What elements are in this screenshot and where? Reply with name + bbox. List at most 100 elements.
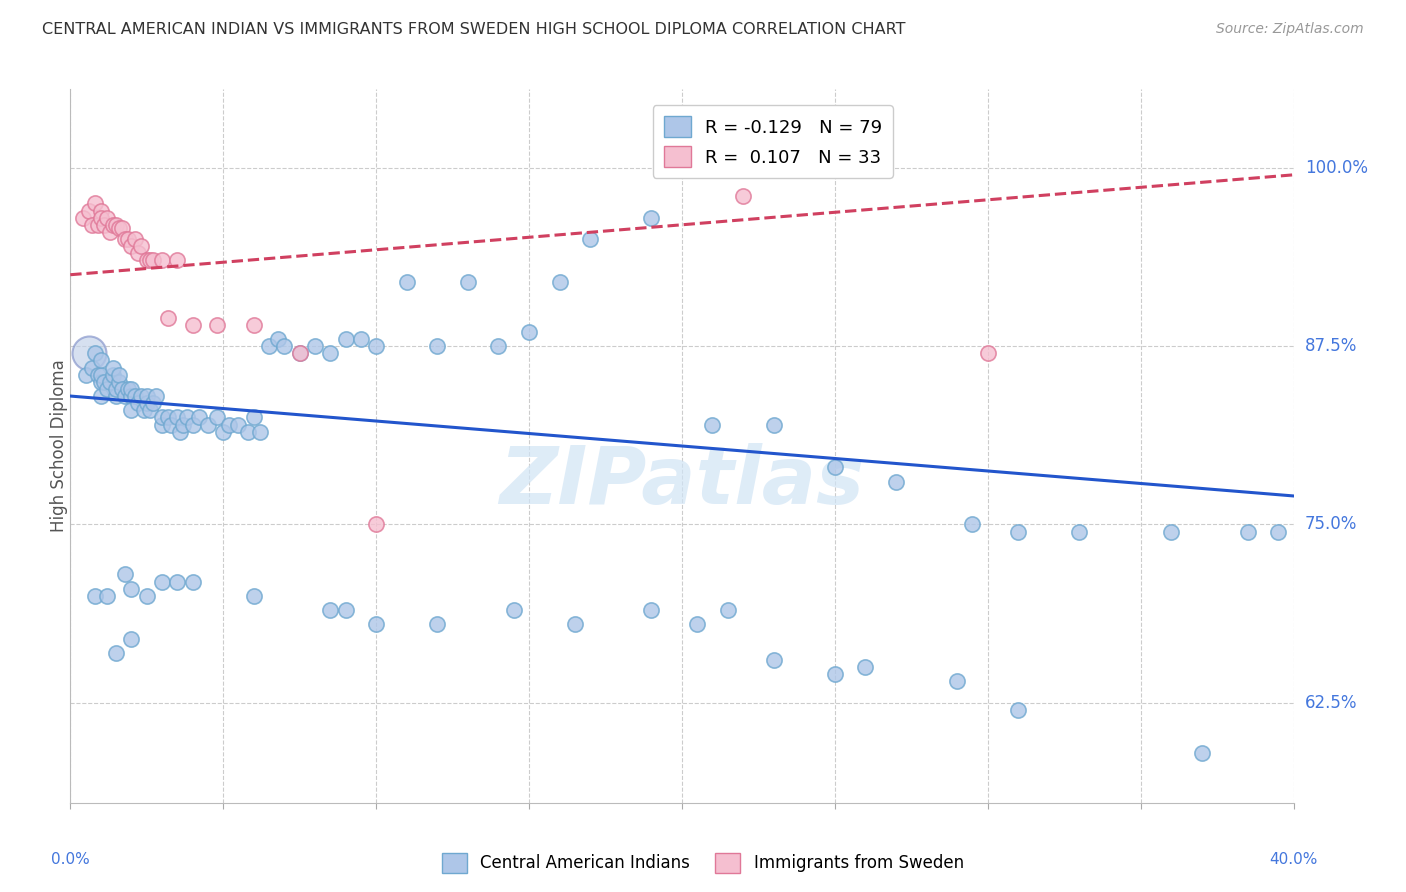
Point — [205, 410, 228, 425]
Text: 100.0%: 100.0% — [1305, 159, 1368, 177]
Point — [145, 389, 167, 403]
Point — [548, 275, 571, 289]
Point — [90, 211, 112, 225]
Point — [733, 189, 755, 203]
Point — [366, 617, 388, 632]
Point — [1007, 524, 1029, 539]
Y-axis label: High School Diploma: High School Diploma — [51, 359, 67, 533]
Point — [564, 617, 586, 632]
Point — [157, 410, 180, 425]
Point — [135, 396, 157, 410]
Point — [243, 318, 266, 332]
Point — [87, 218, 110, 232]
Text: 87.5%: 87.5% — [1305, 337, 1357, 355]
Point — [212, 425, 235, 439]
Point — [205, 318, 228, 332]
Point — [166, 253, 188, 268]
Point — [83, 196, 105, 211]
Point — [114, 389, 136, 403]
Point — [135, 389, 157, 403]
Point — [181, 417, 204, 432]
Point — [426, 339, 449, 353]
Point — [93, 375, 115, 389]
Point — [142, 253, 165, 268]
Point — [488, 339, 510, 353]
Point — [243, 410, 266, 425]
Point — [395, 275, 418, 289]
Point — [80, 360, 103, 375]
Point — [319, 603, 342, 617]
Point — [181, 574, 204, 589]
Point — [267, 332, 290, 346]
Point — [169, 425, 191, 439]
Point — [121, 239, 143, 253]
Point — [855, 660, 877, 674]
Text: ZIPatlas: ZIPatlas — [499, 442, 865, 521]
Point — [114, 567, 136, 582]
Point — [135, 589, 157, 603]
Point — [762, 653, 785, 667]
Point — [139, 253, 162, 268]
Point — [366, 517, 388, 532]
Point — [121, 389, 143, 403]
Point — [90, 389, 112, 403]
Text: 0.0%: 0.0% — [51, 852, 90, 867]
Point — [640, 603, 662, 617]
Point — [166, 410, 188, 425]
Point — [108, 375, 131, 389]
Point — [90, 353, 112, 368]
Legend: R = -0.129   N = 79, R =  0.107   N = 33: R = -0.129 N = 79, R = 0.107 N = 33 — [652, 105, 893, 178]
Point — [121, 382, 143, 396]
Point — [90, 375, 112, 389]
Point — [236, 425, 259, 439]
Text: 62.5%: 62.5% — [1305, 694, 1357, 712]
Point — [166, 574, 188, 589]
Point — [273, 339, 295, 353]
Point — [117, 232, 139, 246]
Point — [105, 218, 128, 232]
Point — [257, 339, 280, 353]
Point — [139, 403, 162, 417]
Point — [150, 574, 173, 589]
Point — [90, 368, 112, 382]
Point — [962, 517, 984, 532]
Point — [686, 617, 709, 632]
Point — [93, 218, 115, 232]
Point — [824, 460, 846, 475]
Point — [96, 589, 118, 603]
Point — [197, 417, 219, 432]
Point — [105, 389, 128, 403]
Point — [160, 417, 183, 432]
Point — [129, 389, 152, 403]
Point — [121, 582, 143, 596]
Point — [1007, 703, 1029, 717]
Point — [1191, 746, 1213, 760]
Point — [77, 346, 100, 360]
Point — [108, 220, 131, 235]
Point — [117, 382, 139, 396]
Point — [517, 325, 540, 339]
Point — [83, 589, 105, 603]
Point — [150, 253, 173, 268]
Point — [884, 475, 907, 489]
Point — [142, 396, 165, 410]
Point — [288, 346, 311, 360]
Point — [96, 211, 118, 225]
Point — [80, 218, 103, 232]
Point — [121, 632, 143, 646]
Text: CENTRAL AMERICAN INDIAN VS IMMIGRANTS FROM SWEDEN HIGH SCHOOL DIPLOMA CORRELATIO: CENTRAL AMERICAN INDIAN VS IMMIGRANTS FR… — [42, 22, 905, 37]
Legend: Central American Indians, Immigrants from Sweden: Central American Indians, Immigrants fro… — [436, 847, 970, 880]
Point — [579, 232, 602, 246]
Point — [129, 239, 152, 253]
Point — [335, 332, 357, 346]
Point — [243, 589, 266, 603]
Point — [946, 674, 969, 689]
Point — [124, 389, 146, 403]
Point — [304, 339, 326, 353]
Point — [181, 318, 204, 332]
Point — [150, 417, 173, 432]
Point — [98, 225, 121, 239]
Point — [90, 203, 112, 218]
Point — [121, 403, 143, 417]
Point — [702, 417, 724, 432]
